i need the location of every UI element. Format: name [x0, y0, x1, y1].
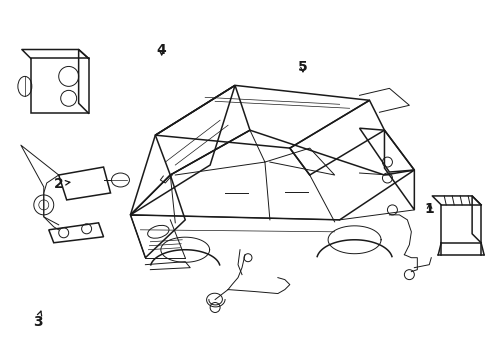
Bar	[31, 58, 88, 113]
Text: 5: 5	[298, 60, 307, 74]
Bar	[440, 205, 480, 243]
Text: 4: 4	[157, 43, 166, 57]
Text: 1: 1	[424, 202, 434, 216]
Text: 2: 2	[54, 177, 70, 190]
Text: 3: 3	[33, 311, 42, 329]
